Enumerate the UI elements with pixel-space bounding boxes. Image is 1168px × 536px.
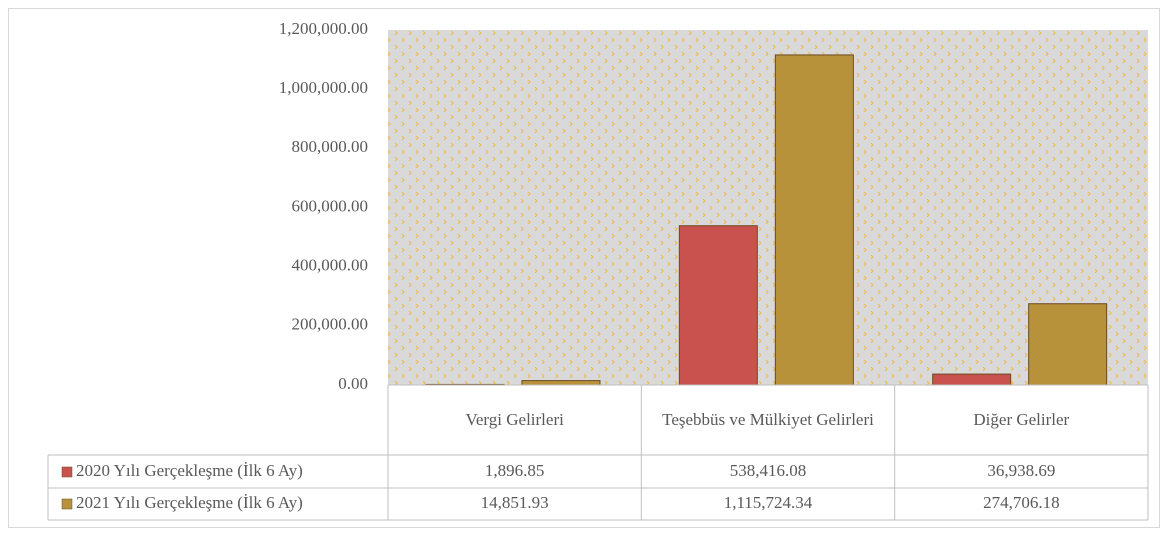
- bar: [678, 225, 758, 386]
- y-tick-label: 800,000.00: [292, 137, 369, 156]
- y-tick-label: 400,000.00: [292, 256, 369, 275]
- x-tick-label: Teşebbüs ve Mülkiyet Gelirleri: [662, 410, 874, 429]
- legend-label: 2020 Yılı Gerçekleşme (İlk 6 Ay): [76, 461, 303, 480]
- frame: [8, 8, 1160, 528]
- legend-label: 2021 Yılı Gerçekleşme (İlk 6 Ay): [76, 493, 303, 512]
- table-value: 274,706.18: [983, 493, 1060, 512]
- table-value: 1,896.85: [485, 461, 545, 480]
- y-tick-label: 0.00: [338, 374, 368, 393]
- table-value: 1,115,724.34: [724, 493, 813, 512]
- y-tick-label: 1,200,000.00: [279, 19, 368, 38]
- bar: [774, 54, 854, 386]
- category-cell: Teşebbüs ve Mülkiyet Gelirleri: [662, 410, 874, 429]
- y-tick-label: 600,000.00: [292, 196, 369, 215]
- category-cell: Vergi Gelirleri: [465, 410, 564, 429]
- legend-marker: [61, 498, 73, 510]
- table-value: 36,938.69: [987, 461, 1055, 480]
- x-tick-label: Vergi Gelirleri: [465, 410, 564, 429]
- bar: [1028, 303, 1108, 386]
- plot-area: [388, 30, 1148, 385]
- legend-marker: [61, 466, 73, 478]
- x-tick-label: Diğer Gelirler: [973, 410, 1070, 429]
- y-tick-label: 200,000.00: [292, 315, 369, 334]
- y-tick-label: 1,000,000.00: [279, 78, 368, 97]
- bar: [932, 373, 1012, 386]
- category-cell: Diğer Gelirler: [973, 410, 1070, 429]
- table-value: 538,416.08: [730, 461, 807, 480]
- table-value: 14,851.93: [481, 493, 549, 512]
